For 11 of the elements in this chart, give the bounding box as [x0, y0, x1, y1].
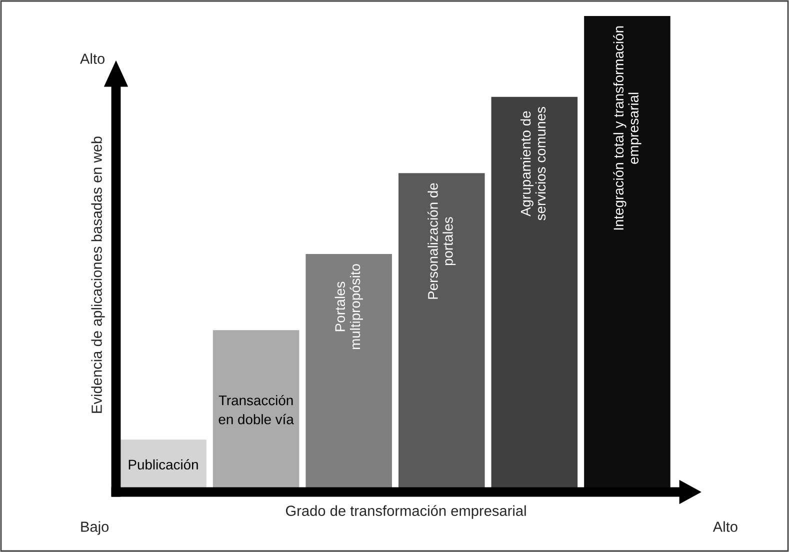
- text: Alto: [712, 521, 738, 532]
- x-tick-label: Agrupamiento de servicios comunes: [520, 106, 546, 220]
- x-axis-title: Grado de transformación empresarial: [286, 505, 526, 519]
- text: Bajo: [81, 521, 109, 535]
- x-tick-label: Portales multipropósito: [334, 264, 363, 350]
- text: Alto: [80, 53, 105, 64]
- y-axis-title: Evidencia de aplicaciones basadas en web: [91, 136, 105, 413]
- x-tick-label: Personalización de portales: [428, 183, 456, 299]
- x-tick-label: Publicación: [128, 459, 198, 470]
- x-tick-label: Transacción en doble vía: [218, 394, 294, 424]
- x-tick-label: Integración total y transformación empresarial: [613, 26, 642, 230]
